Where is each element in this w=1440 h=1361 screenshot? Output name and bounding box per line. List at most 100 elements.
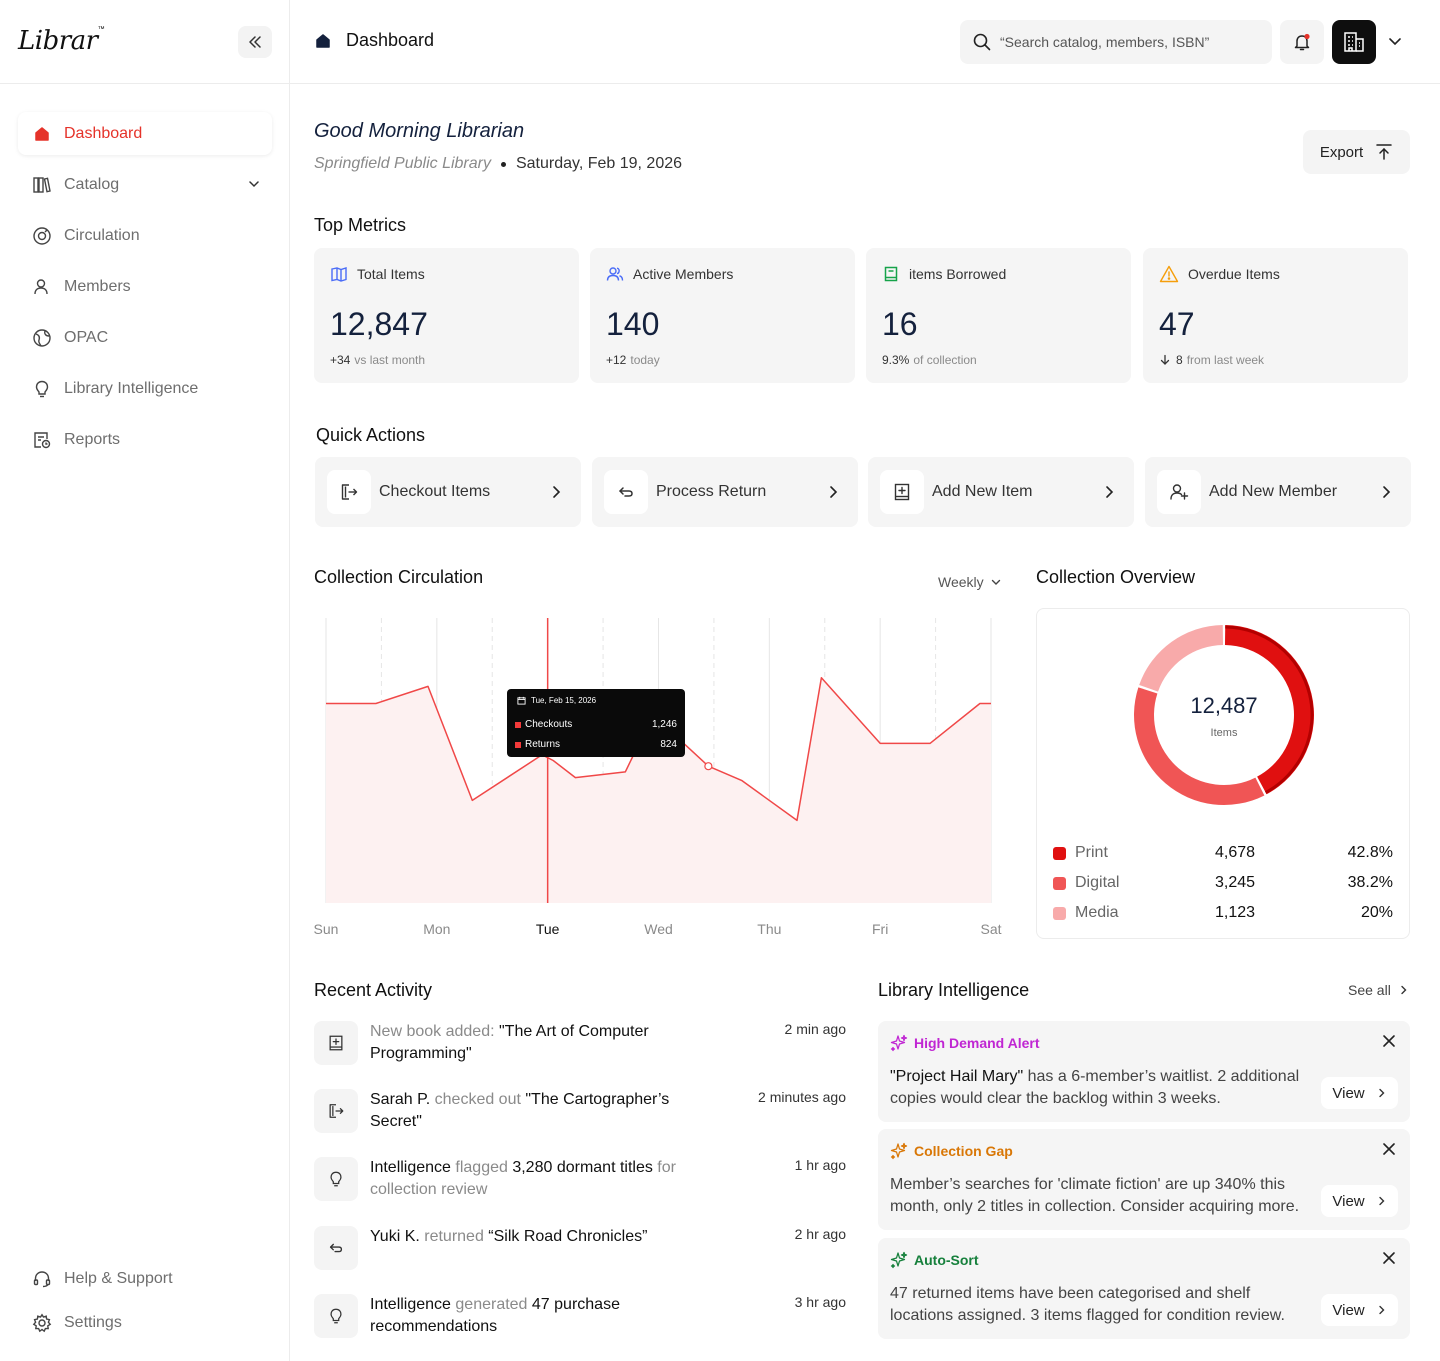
see-all-link[interactable]: See all xyxy=(1348,982,1409,998)
metric-delta-text: of collection xyxy=(913,353,977,367)
close-icon xyxy=(1383,1143,1395,1155)
logo[interactable]: Librar™ xyxy=(18,26,105,56)
sidebar-item-settings[interactable]: Settings xyxy=(18,1301,272,1344)
checkout-icon xyxy=(341,484,358,500)
sidebar-item-opac[interactable]: OPAC xyxy=(18,316,272,359)
separator-dot xyxy=(500,161,506,167)
search-input[interactable] xyxy=(1000,34,1260,50)
view-label: View xyxy=(1332,1301,1365,1319)
close-button[interactable] xyxy=(1382,1251,1396,1265)
activity-subject: Intelligence xyxy=(370,1296,456,1313)
collapse-sidebar-button[interactable] xyxy=(238,26,272,58)
tooltip-value: 824 xyxy=(660,739,677,750)
chevron-down-icon[interactable] xyxy=(246,176,262,192)
activity-item[interactable]: Sarah P. checked out "The Cartographer’s… xyxy=(314,1089,846,1137)
quick-actions-title: Quick Actions xyxy=(316,425,426,445)
close-icon xyxy=(1383,1252,1395,1264)
close-button[interactable] xyxy=(1382,1034,1396,1048)
legend-swatch xyxy=(1053,906,1066,920)
activity-subject: Sarah P. xyxy=(370,1091,435,1108)
search-icon xyxy=(973,33,991,51)
sidebar-item-label: Reports xyxy=(64,430,121,448)
sidebar-item-members[interactable]: Members xyxy=(18,265,272,308)
donut-slice-rim xyxy=(1225,625,1314,794)
organization-button[interactable] xyxy=(1332,20,1376,64)
sidebar-item-label: Circulation xyxy=(64,226,140,244)
sidebar-item-catalog[interactable]: Catalog xyxy=(18,163,272,206)
close-icon xyxy=(1383,1035,1395,1047)
metric-label: Overdue Items xyxy=(1188,266,1280,282)
add-new-member-button[interactable]: Add New Member xyxy=(1145,457,1411,527)
legend-row-print: Print 4,678 42.8% xyxy=(1053,844,1393,862)
chevron-down-icon xyxy=(1389,38,1401,46)
activity-time: 2 hr ago xyxy=(794,1226,846,1242)
sparkle-icon xyxy=(890,1251,908,1269)
metric-delta-text: vs last month xyxy=(354,353,426,367)
activity-item[interactable]: Intelligence flagged 3,280 dormant title… xyxy=(314,1157,846,1205)
metric-card-total-items: Total Items 12,847 +34 vs last month xyxy=(314,248,579,383)
intelligence-card-header: High Demand Alert xyxy=(890,1034,1040,1052)
data-point-marker[interactable] xyxy=(704,762,713,771)
view-button[interactable]: View xyxy=(1321,1185,1398,1217)
legend-percent: 38.2% xyxy=(1347,874,1393,891)
tooltip-date: Tue, Feb 15, 2026 xyxy=(531,696,597,705)
circulation-chart xyxy=(314,608,1004,908)
metric-delta: +34 xyxy=(330,353,351,367)
activity-subject: Yuki K. xyxy=(370,1228,425,1245)
donut-slice-digital[interactable] xyxy=(1134,687,1265,805)
activity-item[interactable]: New book added: "The Art of Computer Pro… xyxy=(314,1021,846,1069)
upload-icon xyxy=(1376,144,1392,160)
view-button[interactable]: View xyxy=(1321,1077,1398,1109)
intelligence-card: High Demand Alert "Project Hail Mary" has… xyxy=(878,1021,1410,1122)
x-tick-label: Mon xyxy=(423,921,451,937)
bulb-icon xyxy=(32,379,52,399)
sidebar-item-dashboard[interactable]: Dashboard xyxy=(18,112,272,155)
top-metrics-title: Top Metrics xyxy=(314,215,407,235)
donut-slice-media[interactable] xyxy=(1139,625,1224,692)
activity-subject: 3,280 dormant titles xyxy=(512,1159,658,1176)
export-button[interactable]: Export xyxy=(1303,130,1410,174)
tooltip-value: 1,246 xyxy=(651,719,677,730)
intelligence-card-message: has a 6-member’s waitlist. 2 additional … xyxy=(890,1068,1300,1107)
metric-value: 16 xyxy=(882,306,918,342)
activity-item[interactable]: Yuki K. returned “Silk Road Chronicles” 2… xyxy=(314,1226,846,1274)
checkout-items-button[interactable]: Checkout Items xyxy=(315,457,581,527)
sidebar-item-help-support[interactable]: Help & Support xyxy=(18,1257,272,1300)
donut-chart xyxy=(1134,625,1314,805)
logo-trademark: ™ xyxy=(97,26,105,33)
sidebar-item-reports[interactable]: Reports xyxy=(18,418,272,461)
activity-verb: checked out xyxy=(434,1091,526,1108)
open-book-icon xyxy=(330,265,348,283)
legend-swatch xyxy=(1053,876,1066,890)
sidebar-item-circulation[interactable]: Circulation xyxy=(18,214,272,257)
book-plus-icon xyxy=(894,483,910,501)
add-new-item-button[interactable]: Add New Item xyxy=(868,457,1134,527)
notifications-button[interactable] xyxy=(1280,20,1324,64)
quick-action-label: Add New Item xyxy=(932,483,1033,500)
activity-verb: returned xyxy=(424,1228,489,1245)
process-return-button[interactable]: Process Return xyxy=(592,457,858,527)
close-button[interactable] xyxy=(1382,1142,1396,1156)
checkout-icon xyxy=(314,1089,358,1133)
quick-action-label: Process Return xyxy=(656,483,767,500)
sidebar-item-library-intelligence[interactable]: Library Intelligence xyxy=(18,367,272,410)
activity-item[interactable]: Intelligence generated 47 purchase recom… xyxy=(314,1294,846,1342)
overview-title: Collection Overview xyxy=(1036,567,1196,587)
x-tick-label: Fri xyxy=(871,921,889,937)
view-button[interactable]: View xyxy=(1321,1294,1398,1326)
arrow-down-icon xyxy=(1160,354,1170,365)
period-dropdown[interactable]: Weekly xyxy=(938,574,1002,590)
home-icon xyxy=(32,124,52,144)
sidebar-item-label: Library Intelligence xyxy=(64,379,199,397)
user-plus-icon xyxy=(1170,484,1189,500)
members-icon xyxy=(606,265,624,283)
activity-time: 2 minutes ago xyxy=(758,1089,846,1105)
chart-tooltip: Tue, Feb 15, 2026 Checkouts 1,246 Return… xyxy=(507,689,685,757)
account-menu-chevron[interactable] xyxy=(1386,32,1404,50)
legend-name: Digital xyxy=(1075,874,1120,891)
see-all-label: See all xyxy=(1348,982,1391,998)
greeting-subline: Springfield Public Library Saturday, Feb… xyxy=(314,155,682,173)
legend-count: 4,678 xyxy=(1215,844,1256,861)
chevron-right-icon xyxy=(1102,485,1116,499)
donut-slice-print[interactable] xyxy=(1224,625,1314,795)
